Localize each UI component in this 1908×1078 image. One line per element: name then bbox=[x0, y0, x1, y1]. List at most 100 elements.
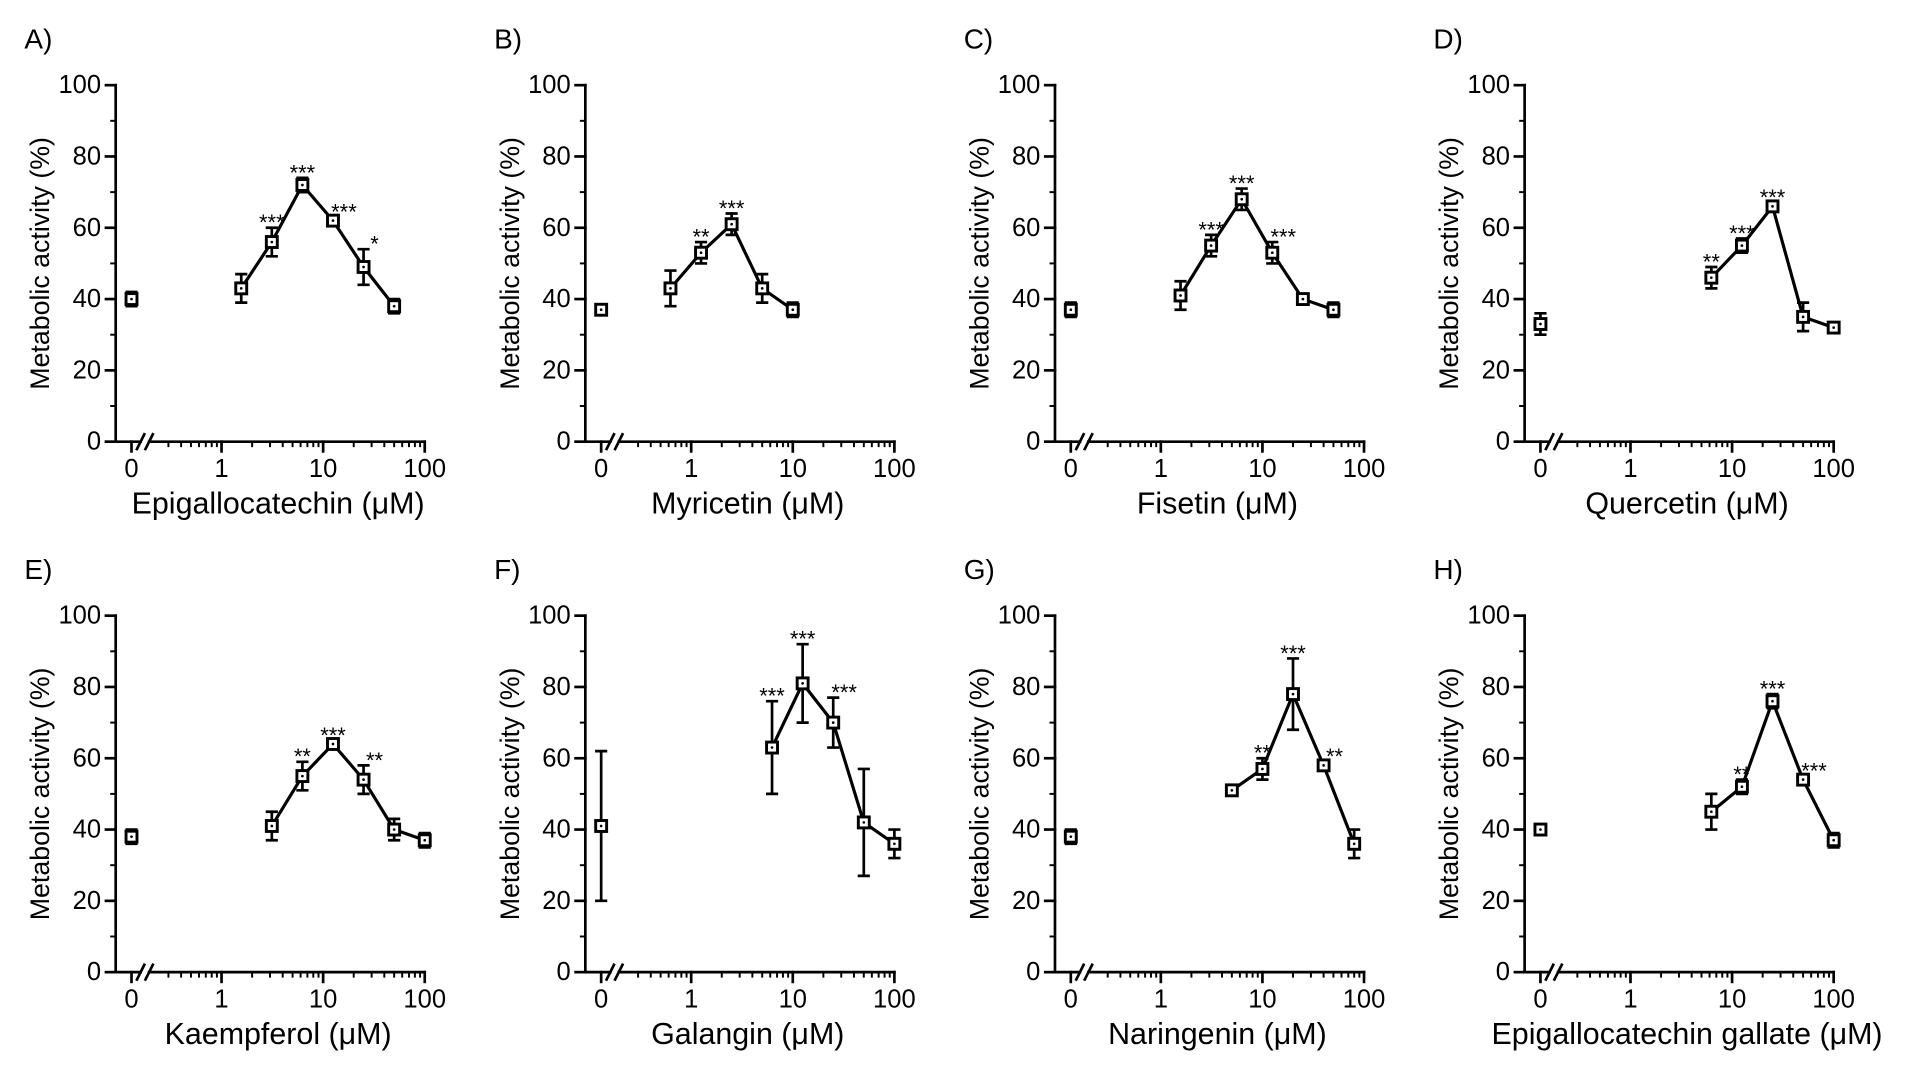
y-axis-label: Metabolic activity (%) bbox=[1434, 668, 1464, 921]
axis-break-mark bbox=[604, 432, 616, 451]
data-point-center-dot bbox=[599, 308, 603, 312]
panel-label: F) bbox=[494, 554, 520, 585]
y-tick-label: 0 bbox=[87, 428, 101, 456]
data-point-center-dot bbox=[1740, 244, 1744, 247]
x-tick-label: 10 bbox=[309, 455, 337, 483]
x-tick-label: 10 bbox=[309, 985, 337, 1013]
panel-label: E) bbox=[24, 554, 52, 585]
data-point-center-dot bbox=[423, 838, 427, 842]
axis-break-mark bbox=[1552, 432, 1564, 451]
data-point-center-dot bbox=[331, 219, 335, 222]
y-axis-label: Metabolic activity (%) bbox=[495, 668, 525, 921]
x-tick-label: 1 bbox=[684, 985, 698, 1013]
chart-panel-f: F) Metabolic activity (%) 0 20 40 60 80 100 0 1 10… bbox=[494, 554, 916, 1051]
y-tick-label: 80 bbox=[1012, 673, 1040, 701]
chart-panel-d: D) Metabolic activity (%) 0 20 40 60 80 100 0 1 10… bbox=[1433, 24, 1855, 521]
data-point-center-dot bbox=[270, 240, 274, 244]
y-tick-label: 60 bbox=[1012, 214, 1040, 242]
data-point-center-dot bbox=[1539, 828, 1542, 831]
data-point-center-dot bbox=[1179, 294, 1182, 297]
data-point-center-dot bbox=[1209, 244, 1213, 247]
panel-label: G) bbox=[964, 554, 995, 585]
data-point-center-dot bbox=[1332, 308, 1335, 312]
data-point-center-dot bbox=[1801, 778, 1805, 781]
y-axis-label: Metabolic activity (%) bbox=[965, 668, 995, 921]
y-tick-label: 100 bbox=[998, 71, 1041, 99]
y-tick-label: 40 bbox=[1012, 816, 1040, 844]
panel-label: D) bbox=[1433, 24, 1463, 55]
data-point-center-dot bbox=[730, 222, 733, 226]
y-tick-label: 60 bbox=[542, 744, 570, 772]
x-axis-label: Epigallocatechin (μM) bbox=[132, 486, 425, 520]
data-point-center-dot bbox=[1832, 326, 1836, 329]
y-tick-label: 60 bbox=[1482, 744, 1510, 772]
y-tick-label: 80 bbox=[73, 673, 101, 701]
significance-label: *** bbox=[1729, 221, 1755, 246]
significance-label: ** bbox=[1326, 744, 1344, 769]
significance-label: *** bbox=[719, 196, 745, 221]
data-point-center-dot bbox=[831, 721, 835, 724]
x-tick-label: 0 bbox=[124, 985, 138, 1013]
x-tick-label: 0 bbox=[124, 455, 138, 483]
y-tick-label: 80 bbox=[542, 673, 570, 701]
y-tick-label: 20 bbox=[73, 356, 101, 384]
significance-label: ** bbox=[1703, 249, 1721, 274]
x-axis-label: Myricetin (μM) bbox=[651, 486, 844, 520]
y-tick-label: 40 bbox=[1482, 816, 1510, 844]
y-tick-label: 0 bbox=[1496, 428, 1510, 456]
significance-label: ** bbox=[1733, 762, 1751, 787]
data-point-center-dot bbox=[599, 824, 603, 828]
y-axis-label: Metabolic activity (%) bbox=[25, 668, 55, 921]
data-point-center-dot bbox=[1771, 699, 1774, 703]
x-tick-label: 100 bbox=[1343, 455, 1386, 483]
y-tick-label: 40 bbox=[542, 285, 570, 313]
data-point-center-dot bbox=[301, 183, 304, 187]
y-tick-label: 40 bbox=[73, 285, 101, 313]
x-tick-label: 10 bbox=[1248, 985, 1276, 1013]
x-tick-label: 1 bbox=[214, 455, 228, 483]
y-tick-label: 0 bbox=[1026, 958, 1040, 986]
significance-label: ** bbox=[294, 744, 312, 769]
x-tick-label: 100 bbox=[1343, 985, 1386, 1013]
y-tick-label: 40 bbox=[1482, 285, 1510, 313]
data-point-center-dot bbox=[1301, 297, 1305, 301]
data-point-center-dot bbox=[1069, 308, 1073, 312]
x-tick-label: 0 bbox=[594, 455, 608, 483]
data-line bbox=[669, 222, 794, 312]
data-point-center-dot bbox=[760, 287, 764, 290]
significance-label: *** bbox=[320, 723, 346, 748]
y-tick-label: 100 bbox=[1467, 602, 1510, 630]
y-tick-label: 40 bbox=[542, 816, 570, 844]
data-point-center-dot bbox=[669, 287, 672, 290]
y-tick-label: 20 bbox=[1482, 356, 1510, 384]
significance-label: *** bbox=[1229, 171, 1255, 196]
x-tick-label: 0 bbox=[594, 985, 608, 1013]
data-point-center-dot bbox=[130, 297, 133, 301]
axis-break-mark bbox=[1544, 432, 1556, 451]
chart-panel-e: E) Metabolic activity (%) 0 20 40 60 80 100 0 1 10… bbox=[24, 554, 446, 1051]
y-tick-label: 40 bbox=[1012, 285, 1040, 313]
y-tick-label: 60 bbox=[1482, 214, 1510, 242]
axis-break-mark bbox=[1544, 963, 1556, 982]
y-tick-label: 100 bbox=[998, 602, 1041, 630]
y-tick-label: 0 bbox=[557, 958, 571, 986]
significance-label: *** bbox=[1198, 217, 1224, 242]
y-tick-label: 20 bbox=[542, 356, 570, 384]
y-tick-label: 0 bbox=[87, 958, 101, 986]
x-tick-label: 100 bbox=[403, 455, 446, 483]
data-point-center-dot bbox=[1801, 315, 1805, 319]
x-tick-label: 10 bbox=[779, 455, 807, 483]
data-point-center-dot bbox=[1710, 276, 1713, 280]
y-tick-label: 80 bbox=[73, 142, 101, 170]
chart-panel-c: C) Metabolic activity (%) 0 20 40 60 80 100 0 1 10… bbox=[964, 24, 1386, 521]
data-point-center-dot bbox=[893, 842, 896, 846]
y-axis-label: Metabolic activity (%) bbox=[1434, 137, 1464, 390]
data-line bbox=[1179, 197, 1334, 312]
x-tick-label: 100 bbox=[1812, 455, 1855, 483]
x-tick-label: 100 bbox=[873, 455, 916, 483]
y-tick-label: 100 bbox=[528, 71, 571, 99]
data-point-center-dot bbox=[1710, 810, 1713, 814]
data-point-center-dot bbox=[1539, 322, 1542, 326]
data-point-center-dot bbox=[392, 304, 396, 308]
